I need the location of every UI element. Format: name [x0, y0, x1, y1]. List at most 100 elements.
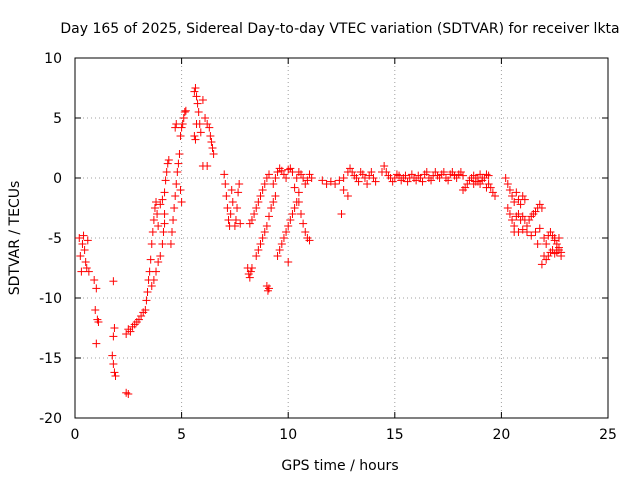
- data-point: [109, 277, 118, 286]
- data-point: [75, 234, 84, 242]
- data-point: [79, 231, 88, 240]
- data-point: [201, 114, 210, 122]
- data-point: [122, 388, 131, 397]
- data-point: [192, 120, 201, 128]
- data-point: [508, 192, 517, 200]
- data-point: [122, 330, 131, 338]
- data-point: [456, 168, 465, 176]
- data-point: [365, 171, 374, 180]
- data-point: [277, 166, 286, 175]
- data-point: [491, 192, 500, 200]
- data-point: [508, 216, 517, 224]
- data-point: [223, 204, 232, 212]
- data-point: [81, 258, 90, 266]
- x-tick-label: 15: [386, 427, 404, 443]
- chart-title: Day 165 of 2025, Sidereal Day-to-day VTE…: [60, 21, 619, 37]
- data-point: [109, 332, 118, 341]
- data-point: [258, 186, 267, 194]
- data-point: [154, 258, 163, 266]
- data-point: [390, 174, 399, 182]
- data-point: [146, 255, 155, 264]
- data-point: [382, 168, 391, 176]
- data-point: [176, 132, 185, 140]
- data-point: [254, 198, 263, 206]
- data-point: [162, 168, 171, 176]
- data-point: [271, 192, 280, 200]
- data-point: [478, 174, 487, 182]
- data-point: [168, 228, 177, 236]
- data-point: [348, 168, 357, 176]
- data-point: [503, 204, 512, 212]
- data-point: [290, 183, 299, 192]
- data-point: [226, 210, 235, 218]
- data-point: [339, 174, 348, 182]
- data-point: [335, 176, 344, 185]
- data-point: [161, 176, 170, 185]
- data-point: [260, 180, 269, 188]
- data-point: [194, 108, 203, 116]
- data-point: [265, 284, 274, 293]
- data-point: [503, 180, 512, 188]
- data-point: [158, 195, 167, 204]
- data-point: [273, 168, 282, 176]
- data-point: [191, 84, 200, 92]
- data-point: [82, 264, 91, 272]
- data-point: [439, 168, 448, 176]
- data-point: [124, 390, 133, 398]
- data-point: [331, 180, 340, 188]
- data-point: [252, 252, 261, 260]
- data-point: [542, 240, 551, 248]
- data-point: [205, 123, 214, 132]
- data-point: [78, 240, 87, 248]
- data-point: [77, 267, 86, 276]
- data-point: [236, 219, 245, 228]
- data-point: [546, 228, 555, 236]
- data-point: [416, 174, 425, 182]
- y-axis-title: SDTVAR / TECUs: [7, 181, 23, 296]
- data-point: [169, 216, 178, 224]
- data-point: [160, 219, 169, 228]
- data-point: [148, 228, 157, 236]
- data-point: [149, 216, 158, 224]
- x-axis-title: GPS time / hours: [281, 458, 398, 474]
- data-point: [84, 267, 93, 276]
- data-point: [427, 176, 436, 185]
- data-point: [271, 174, 280, 182]
- data-point: [284, 222, 293, 230]
- data-point: [482, 183, 491, 192]
- data-point: [191, 135, 200, 144]
- data-point: [305, 236, 314, 245]
- data-point: [76, 252, 85, 260]
- data-point: [407, 170, 416, 179]
- data-point: [256, 240, 265, 248]
- data-point: [250, 210, 259, 218]
- plot-frame: [74, 57, 609, 419]
- data-point: [444, 176, 453, 185]
- data-point: [175, 150, 184, 158]
- data-point: [296, 170, 305, 179]
- data-points: [75, 84, 566, 398]
- data-point: [554, 234, 563, 242]
- data-point: [233, 204, 242, 212]
- data-point: [245, 273, 254, 282]
- data-point: [269, 180, 278, 188]
- data-point: [230, 222, 239, 230]
- data-point: [380, 162, 389, 170]
- data-point: [279, 170, 288, 179]
- data-point: [484, 180, 493, 188]
- data-point: [198, 96, 207, 104]
- data-point: [288, 210, 297, 218]
- data-point: [164, 156, 173, 164]
- data-point: [163, 159, 172, 168]
- data-point: [284, 258, 293, 266]
- data-point: [149, 276, 158, 284]
- y-tick-label: -10: [39, 291, 62, 307]
- data-point: [171, 123, 180, 132]
- data-point: [518, 212, 527, 221]
- data-point: [514, 228, 523, 236]
- data-point: [246, 267, 255, 276]
- data-point: [193, 99, 202, 108]
- y-tick-label: 0: [53, 171, 62, 187]
- axis-ticks: 0 5 10 15 20 25 10 5 0 -5 -10 -15 -20: [39, 51, 617, 443]
